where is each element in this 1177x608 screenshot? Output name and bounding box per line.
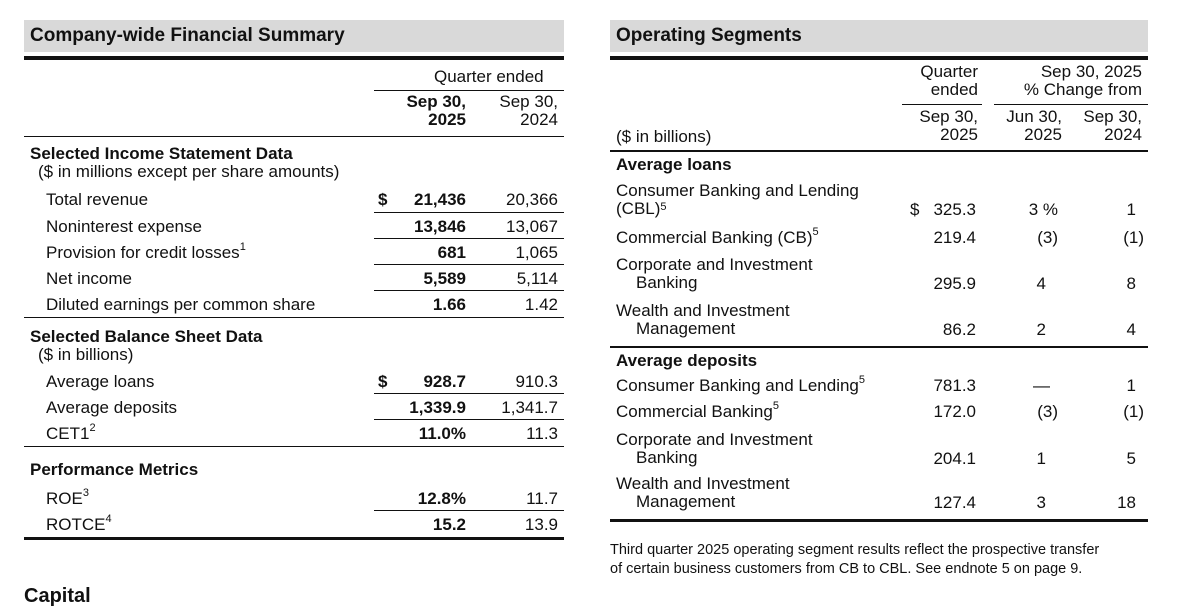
table-row: Consumer Banking and Lending (CBL)5 $ 32… [616,181,1136,220]
quarter-ended-header: Quarter ended [920,62,978,99]
column-header: Quarter ended Sep 30, 2025 Sep 30, 2024 [24,60,564,136]
table-row: Average deposits 1,339.9 1,341.7 [24,394,564,420]
table-row: Noninterest expense 13,846 13,067 [24,213,564,239]
table-row: Diluted earnings per common share 1.66 1… [46,295,558,314]
performance-bottom-rule [24,537,564,540]
income-section-subtitle: ($ in millions except per share amounts) [38,162,340,181]
segments-header-rule [610,56,1148,60]
segments-column-header: Quarter ended Sep 30, 2025 % Change from… [610,60,1148,150]
loans-section-title: Average loans [616,155,732,174]
table-row: Commercial Banking (CB)5 219.4 (3) (1) [616,226,1144,247]
loans-divider [610,346,1148,348]
balance-rows: Average loans $ 928.7 910.3 Average depo… [24,368,564,446]
financial-summary-title: Company-wide Financial Summary [24,20,564,52]
loans-rows: Consumer Banking and Lending (CBL)5 $ 32… [610,178,1148,346]
balance-divider [24,446,564,447]
performance-section-title: Performance Metrics [30,460,199,479]
table-row: Consumer Banking and Lending5 781.3 — 1 [616,374,1136,395]
table-row: Commercial Banking5 172.0 (3) (1) [616,400,1144,421]
table-row: Provision for credit losses1 681 1,065 [24,239,564,265]
performance-rows: ROE3 12.8% 11.7 ROTCE4 15.2 13.9 [24,485,564,537]
segments-bottom-rule [610,519,1148,522]
operating-segments-panel: Operating Segments Quarter ended Sep 30,… [610,20,1148,577]
quarter-ended-label: Quarter ended [434,67,544,86]
table-row: Wealth and Investment Management 86.2 2 … [616,301,1136,340]
change-from-header: Sep 30, 2025 % Change from [1023,62,1142,99]
segments-header-divider [610,150,1148,152]
header-rule [24,56,564,60]
operating-segments-title: Operating Segments [610,20,1148,52]
units-label: ($ in billions) [616,127,712,146]
table-row: Net income 5,589 5,114 [24,265,564,291]
col-quarter: Sep 30, 2025 [919,107,978,144]
table-row: CET12 11.0% 11.3 [46,422,558,443]
col-prior-header: Sep 30, 2024 [499,92,558,129]
table-row: ROE3 12.8% 11.7 [24,485,564,511]
col-sep: Sep 30, 2024 [1083,107,1142,144]
balance-section-header: Selected Balance Sheet Data ($ in billio… [24,328,564,364]
table-row: Corporate and Investment Banking 204.1 1… [616,430,1136,469]
income-section-header: Selected Income Statement Data ($ in mil… [24,145,564,181]
table-row: Total revenue $ 21,436 20,366 [24,186,564,213]
quarter-rule [374,90,564,91]
table-row: ROTCE4 15.2 13.9 [46,513,558,534]
balance-section-title: Selected Balance Sheet Data [30,327,263,346]
table-row: Average loans $ 928.7 910.3 [24,368,564,394]
income-divider [24,317,564,318]
table-row: Corporate and Investment Banking 295.9 4… [616,255,1136,294]
deposits-section-title: Average deposits [616,351,758,370]
deposits-rows: Consumer Banking and Lending5 781.3 — 1 … [610,374,1148,519]
financial-summary-panel: Company-wide Financial Summary Quarter e… [24,20,564,540]
balance-section-subtitle: ($ in billions) [38,345,134,364]
col-current-header: Sep 30, 2025 [406,92,466,129]
header-divider [24,136,564,137]
income-rows: Total revenue $ 21,436 20,366 Noninteres… [24,186,564,317]
table-row: Wealth and Investment Management 127.4 3… [616,474,1136,513]
income-section-title: Selected Income Statement Data [30,144,293,163]
segments-footnote: Third quarter 2025 operating segment res… [610,542,1100,577]
col-jun: Jun 30, 2025 [1006,107,1062,144]
